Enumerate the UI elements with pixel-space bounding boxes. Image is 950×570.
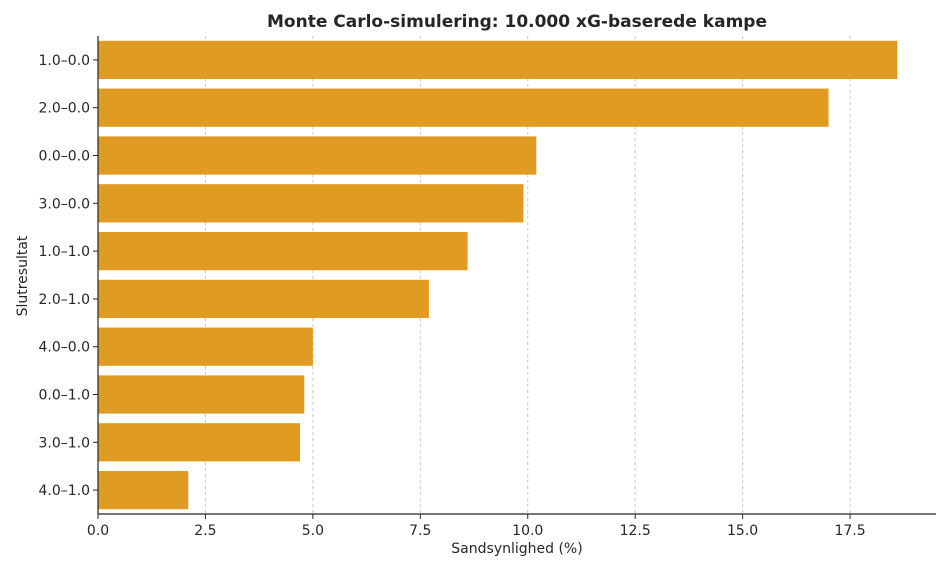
y-tick-label: 0.0–1.0 bbox=[38, 388, 90, 404]
y-tick-label: 1.0–1.0 bbox=[38, 244, 90, 260]
bar bbox=[98, 136, 537, 175]
chart-title: Monte Carlo-simulering: 10.000 xG-basere… bbox=[267, 12, 767, 32]
x-axis-label: Sandsynlighed (%) bbox=[451, 541, 582, 557]
y-tick-label: 3.0–0.0 bbox=[38, 196, 90, 212]
y-tick-label: 3.0–1.0 bbox=[38, 435, 90, 451]
bar bbox=[98, 40, 898, 80]
bar bbox=[98, 327, 313, 366]
x-tick-label: 7.5 bbox=[409, 523, 431, 539]
y-tick-label: 4.0–1.0 bbox=[38, 483, 90, 499]
y-tick-label: 4.0–0.0 bbox=[38, 340, 90, 356]
x-tick-label: 0.0 bbox=[87, 523, 109, 539]
bar bbox=[98, 184, 524, 223]
bar bbox=[98, 470, 189, 510]
x-tick-label: 15.0 bbox=[727, 523, 758, 539]
bar bbox=[98, 375, 305, 414]
y-tick-label: 1.0–0.0 bbox=[38, 53, 90, 69]
y-tick-label: 0.0–0.0 bbox=[38, 149, 90, 165]
x-tick-label: 12.5 bbox=[620, 523, 651, 539]
x-tick-label: 17.5 bbox=[834, 523, 865, 539]
bar-layer bbox=[98, 40, 898, 510]
bar bbox=[98, 231, 468, 271]
y-tick-label: 2.0–1.0 bbox=[38, 292, 90, 308]
bar bbox=[98, 279, 429, 319]
x-tick-label: 10.0 bbox=[512, 523, 543, 539]
bar bbox=[98, 88, 829, 127]
x-tick-label: 2.5 bbox=[194, 523, 216, 539]
y-tick-label: 2.0–0.0 bbox=[38, 101, 90, 117]
y-axis-label: Slutresultat bbox=[15, 235, 31, 316]
x-tick-label: 5.0 bbox=[302, 523, 324, 539]
bar bbox=[98, 423, 300, 462]
axis-layer: 0.0 2.5 5.0 7.5 10.0 12.5 15.0 17.5 1.0–0.0 2.0–0… bbox=[38, 36, 936, 539]
